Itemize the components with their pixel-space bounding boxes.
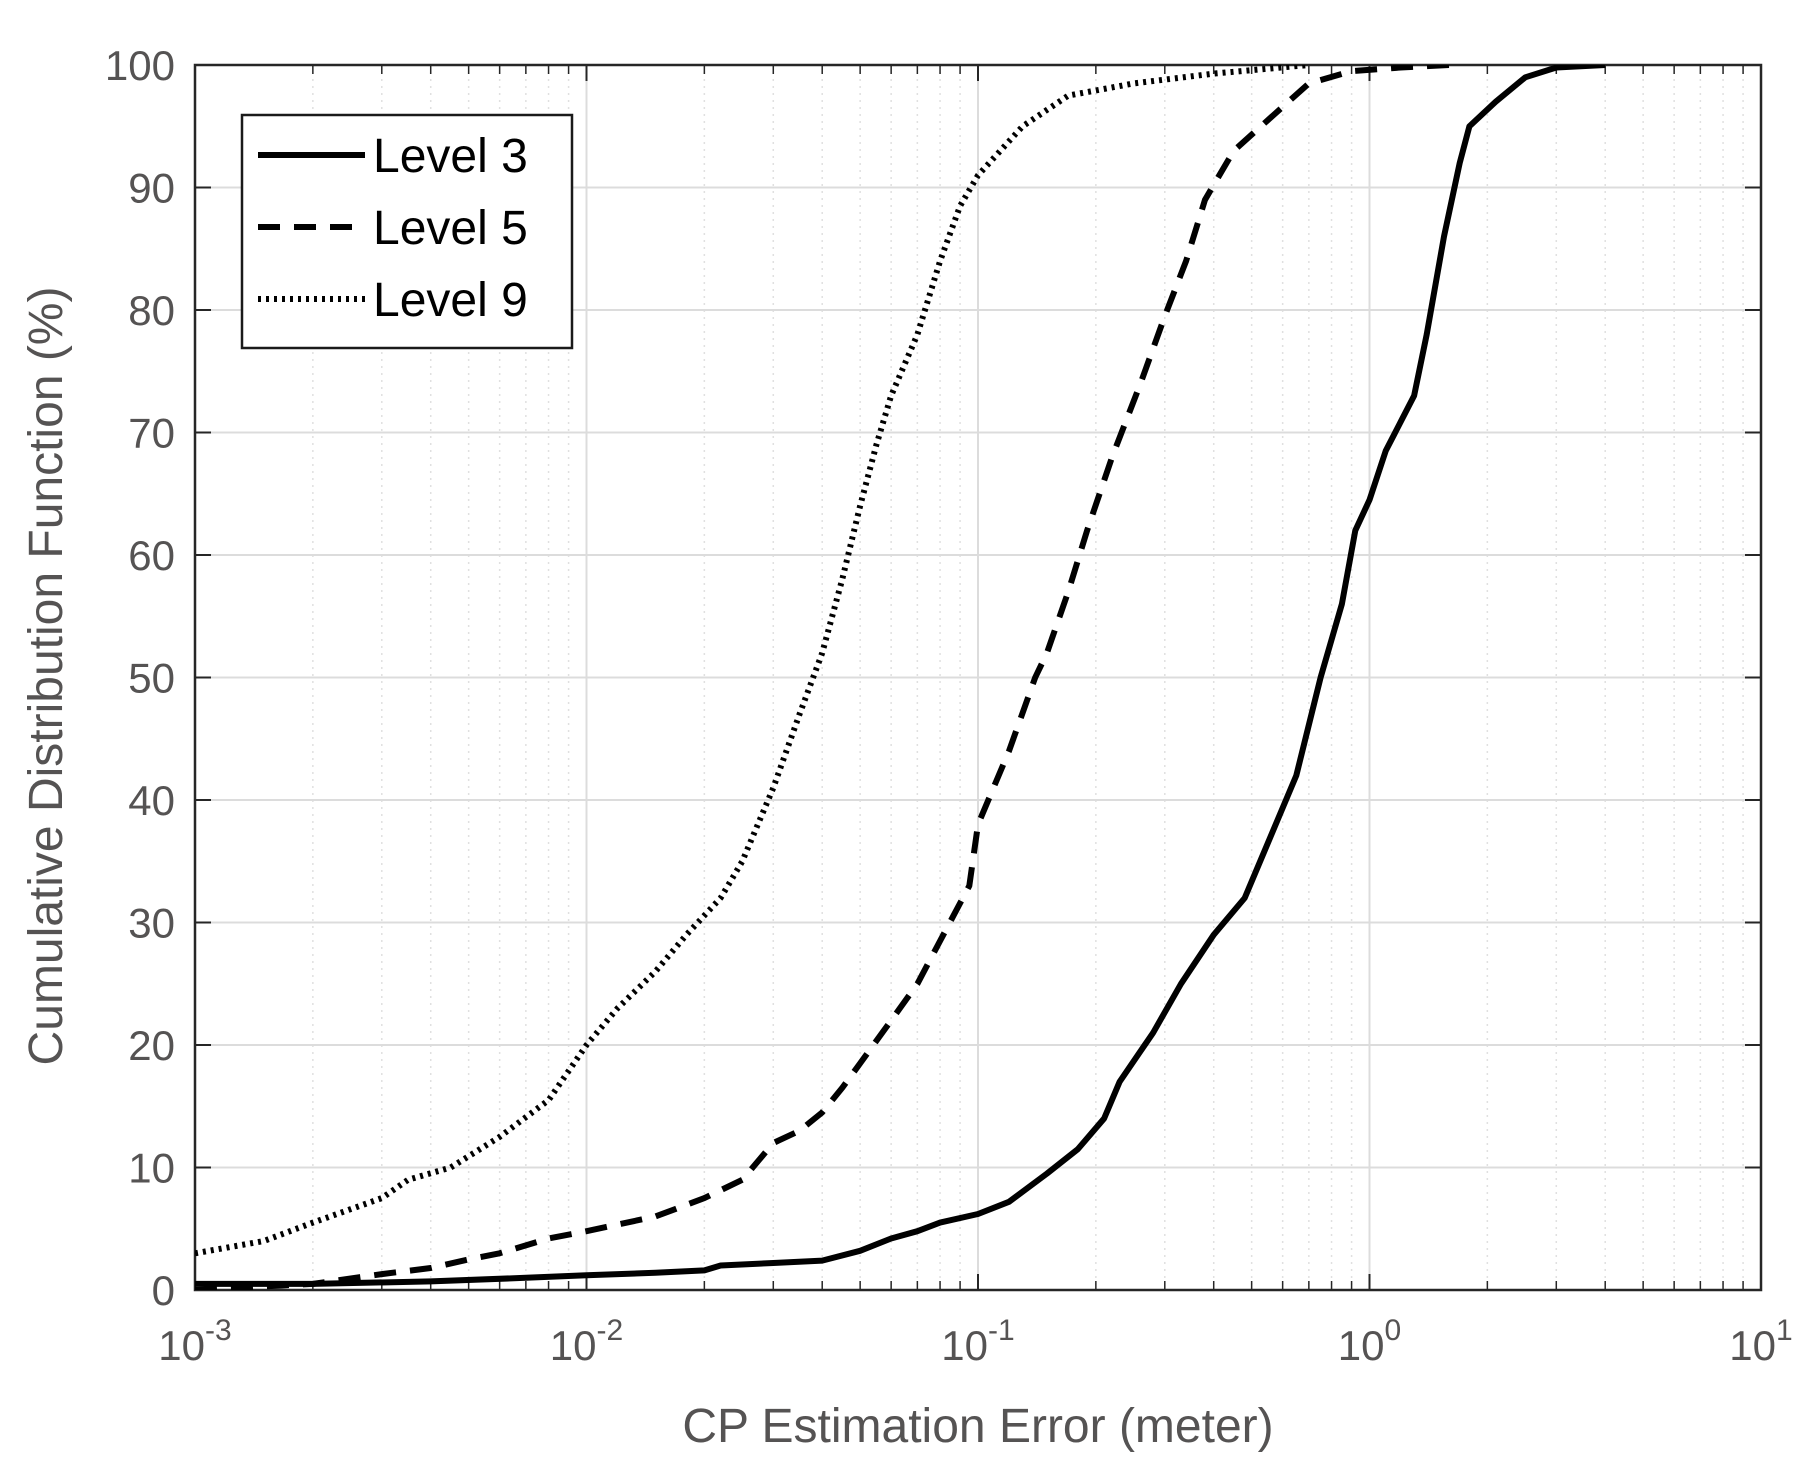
x-tick-label: 10-3 xyxy=(158,1314,231,1369)
legend: Level 3 Level 5 Level 9 xyxy=(240,113,574,350)
legend-label-level-5: Level 5 xyxy=(373,202,528,255)
y-tick-label: 10 xyxy=(128,1145,175,1192)
x-tick-label: 10-2 xyxy=(550,1314,623,1369)
x-axis-title: CP Estimation Error (meter) xyxy=(682,1400,1273,1453)
y-tick-label: 0 xyxy=(152,1267,175,1314)
y-tick-label: 50 xyxy=(128,655,175,702)
y-tick-label: 30 xyxy=(128,900,175,947)
x-tick-label: 100 xyxy=(1338,1314,1401,1369)
axis-ticks xyxy=(194,64,1762,1291)
x-tick-label: 10-1 xyxy=(941,1314,1014,1369)
series-line-level-5 xyxy=(195,65,1450,1290)
y-tick-label: 100 xyxy=(105,42,175,89)
series-group xyxy=(195,65,1606,1290)
y-tick-label: 60 xyxy=(128,532,175,579)
x-tick-label-exponent: 0 xyxy=(1385,1314,1402,1347)
y-tick-label: 40 xyxy=(128,777,175,824)
series-line-level-3 xyxy=(195,65,1606,1287)
plot-frame xyxy=(193,63,1763,1292)
x-tick-label-exponent: -1 xyxy=(988,1314,1015,1347)
x-tick-label-base: 10 xyxy=(1729,1322,1776,1369)
series-line-level-9 xyxy=(195,65,1310,1257)
x-tick-label-exponent: -2 xyxy=(597,1314,624,1347)
x-tick-label-exponent: 1 xyxy=(1776,1314,1793,1347)
x-tick-label-base: 10 xyxy=(550,1322,597,1369)
y-axis-title: Cumulative Distribution Function (%) xyxy=(20,287,73,1066)
y-tick-label: 70 xyxy=(128,410,175,457)
y-tick-labels: 0 10 20 30 40 50 60 70 80 90 100 xyxy=(105,42,175,1314)
x-tick-label-base: 10 xyxy=(1338,1322,1385,1369)
y-tick-label: 20 xyxy=(128,1022,175,1069)
x-tick-label-base: 10 xyxy=(158,1322,205,1369)
x-tick-label-base: 10 xyxy=(941,1322,988,1369)
y-tick-label: 90 xyxy=(128,165,175,212)
legend-label-level-3: Level 3 xyxy=(373,130,528,183)
x-tick-labels: 10-3 10-2 10-1 100 101 xyxy=(158,1314,1792,1369)
legend-label-level-9: Level 9 xyxy=(373,274,528,327)
x-tick-label-exponent: -3 xyxy=(205,1314,232,1347)
x-tick-label: 101 xyxy=(1729,1314,1792,1369)
y-tick-label: 80 xyxy=(128,287,175,334)
